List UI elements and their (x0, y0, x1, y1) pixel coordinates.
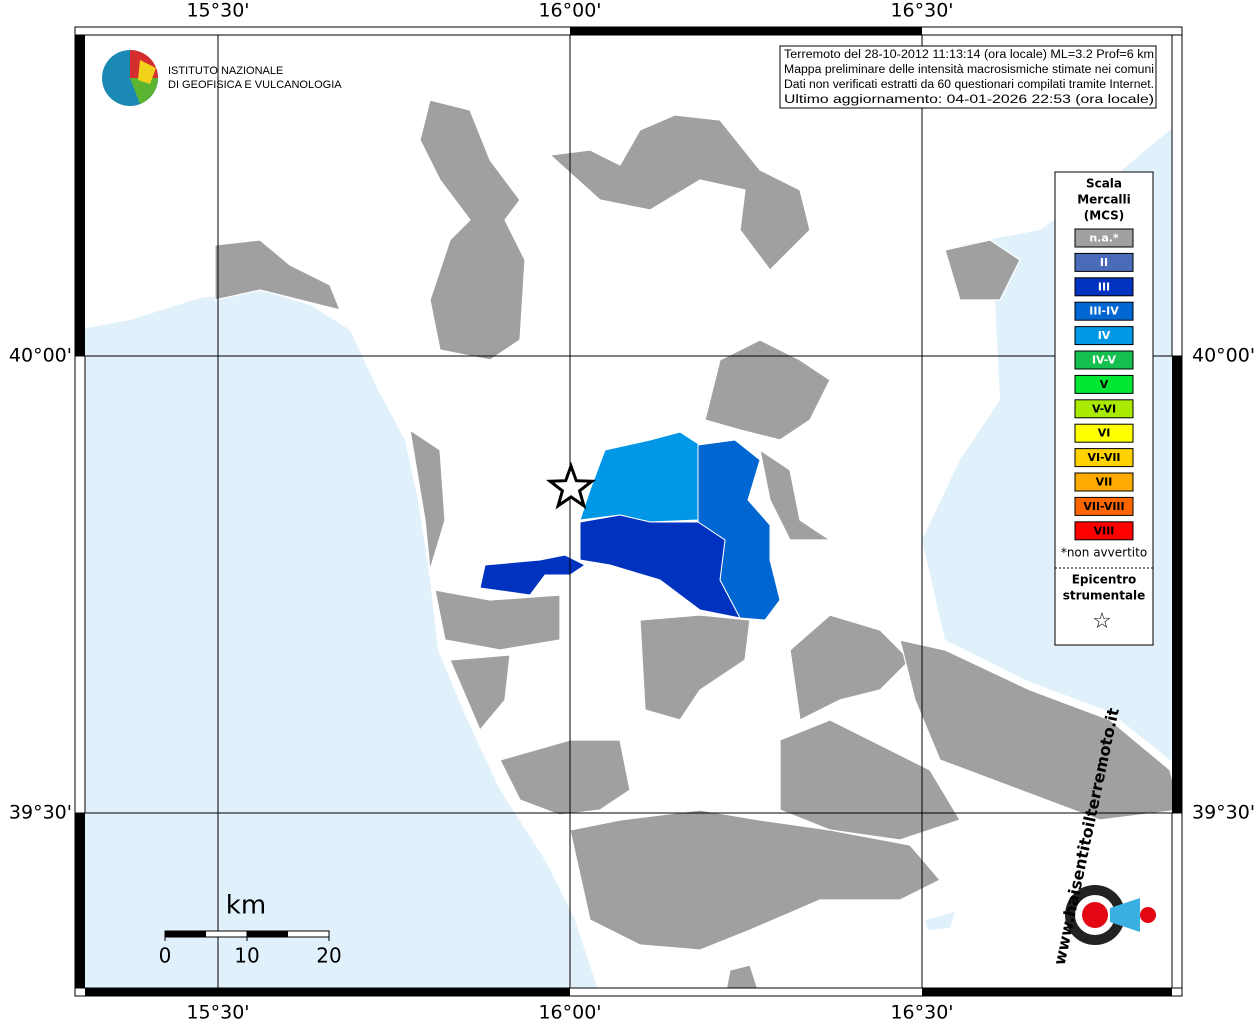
y-label: 39°30' (9, 802, 72, 824)
legend-epicenter: Epicentro (1072, 573, 1137, 587)
legend-swatch (1074, 228, 1134, 248)
legend-star: ☆ (1092, 609, 1112, 634)
municipality (569, 809, 941, 951)
x-label: 15°30' (186, 0, 249, 22)
logo-speaker (1110, 898, 1140, 932)
legend-swatch (1074, 326, 1134, 346)
legend-title: Scala (1086, 177, 1122, 191)
municipality (704, 339, 831, 441)
logo-segment (138, 60, 156, 84)
logo-text: DI GEOFISICA E VULCANOLOGIA (168, 79, 342, 91)
intensity-area (579, 514, 741, 619)
y-label: 40°00' (9, 345, 72, 367)
y-label: 39°30' (1192, 802, 1255, 824)
legend-title: (MCS) (1084, 209, 1125, 223)
logo-dot (1140, 907, 1156, 923)
legend-label: VI-VII (1087, 451, 1120, 464)
legend-label: VIII (1094, 524, 1115, 537)
sea (925, 912, 955, 930)
legend-label: III (1098, 280, 1110, 293)
legend-label: III-IV (1089, 305, 1119, 318)
legend-label: VII-VIII (1083, 500, 1124, 513)
legend-epicenter: strumentale (1063, 589, 1146, 603)
legend-label: IV-V (1092, 354, 1117, 367)
info-box (779, 45, 1157, 109)
frame-bar (922, 988, 1172, 996)
municipality (409, 428, 446, 571)
legend-swatch (1074, 472, 1134, 492)
legend-label: V-VI (1092, 402, 1116, 415)
logo-ring (1082, 902, 1108, 928)
logo-segment (130, 78, 158, 104)
municipality (944, 239, 1021, 301)
scale-label: 20 (316, 944, 341, 968)
scale-label: 0 (159, 944, 172, 968)
info-line: Mappa preliminare delle intensità macros… (784, 64, 1154, 76)
frame (74, 26, 1183, 997)
municipalities (214, 99, 1181, 997)
legend-swatch (1074, 448, 1134, 468)
legend-swatch (1074, 496, 1134, 516)
x-label: 16°30' (890, 1002, 953, 1024)
legend-label: VII (1096, 476, 1113, 489)
municipality (449, 654, 511, 732)
ingv-logo (102, 50, 158, 106)
felt-areas (479, 431, 781, 621)
scale-segment (165, 931, 206, 937)
legend-label: n.a.* (1089, 232, 1119, 245)
municipality (779, 719, 961, 841)
frame-bar (570, 27, 922, 35)
legend-title: Mercalli (1077, 193, 1131, 207)
legend-label: II (1100, 256, 1108, 269)
municipality (434, 589, 561, 651)
municipality (214, 239, 341, 311)
municipality (759, 448, 832, 541)
frame-bar (74, 355, 86, 814)
x-label: 16°00' (538, 1002, 601, 1024)
legend-swatch (1074, 252, 1134, 272)
frame-bar (85, 988, 570, 996)
info-line: Dati non verificati estratti da 60 quest… (784, 79, 1154, 91)
epicenter (545, 461, 597, 510)
y-label: 40°00' (1192, 345, 1255, 367)
municipality (548, 114, 811, 271)
graticule (75, 27, 1182, 996)
municipality (419, 99, 526, 361)
municipality (789, 614, 911, 721)
scale-segment (247, 931, 288, 937)
frame-bar (1172, 27, 1182, 996)
legend-swatch (1074, 301, 1134, 321)
sea (75, 290, 600, 996)
logo-text: ISTITUTO NAZIONALE (168, 65, 283, 77)
legend-note: *non avvertito (1061, 546, 1147, 560)
legend-swatch (1074, 350, 1134, 370)
legend-swatch (1074, 277, 1134, 297)
legend-label: V (1100, 378, 1109, 391)
x-label: 16°00' (538, 0, 601, 22)
municipality (499, 739, 631, 816)
site-logo (1065, 885, 1156, 945)
legend-swatch (1074, 374, 1134, 394)
municipality (639, 614, 751, 721)
scale-label: 10 (234, 944, 259, 968)
legend-swatch (1074, 399, 1134, 419)
frame-bar (1171, 34, 1183, 357)
info-line: Terremoto del 28-10-2012 11:13:14 (ora l… (784, 49, 1154, 61)
frame-bar (74, 987, 1183, 997)
legend-label: IV (1098, 329, 1111, 342)
x-label: 15°30' (186, 1002, 249, 1024)
info-line: Ultimo aggiornamento: 04-01-2026 22:53 (… (784, 94, 1154, 106)
scale-unit: km (226, 891, 266, 921)
legend-swatch (1074, 423, 1134, 443)
x-label: 16°30' (890, 0, 953, 22)
legend-label: VI (1098, 427, 1111, 440)
frame-bar (1171, 812, 1183, 989)
legend-swatch (1074, 521, 1134, 541)
